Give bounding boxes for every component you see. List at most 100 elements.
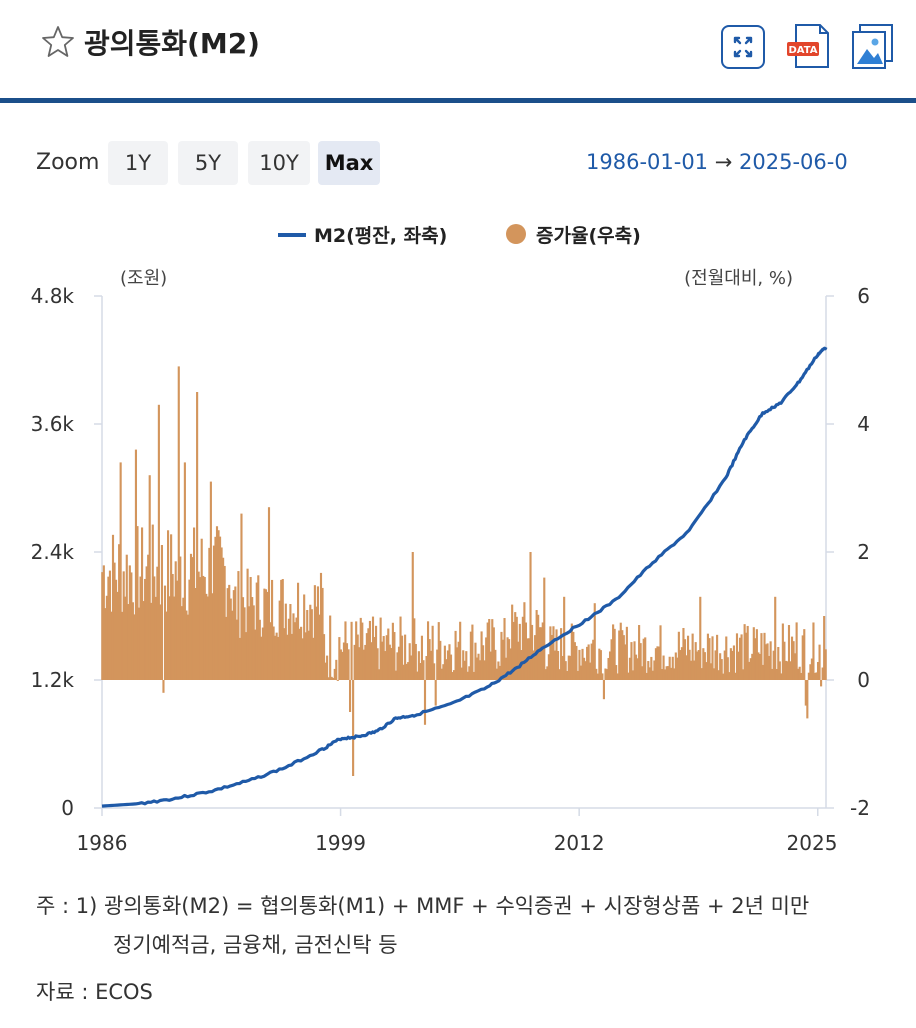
growth-bar: [234, 586, 237, 680]
range-end[interactable]: 2025-06-0: [739, 150, 848, 174]
growth-bar: [708, 638, 711, 680]
growth-bar: [105, 595, 108, 680]
growth-bar: [700, 668, 703, 680]
growth-bar: [523, 602, 526, 680]
right-tick-label: 2: [857, 540, 870, 564]
growth-bar: [737, 651, 740, 680]
growth-bar: [543, 577, 546, 680]
growth-bar: [745, 632, 748, 680]
growth-bar: [322, 634, 326, 680]
growth-bar: [560, 628, 563, 680]
growth-bar: [270, 579, 274, 680]
footnote-text-2: 정기예적금, 금융채, 금전신탁 등: [113, 933, 398, 957]
zoom-max-button[interactable]: Max: [318, 141, 380, 185]
growth-bar: [742, 669, 745, 680]
growth-bar: [546, 666, 549, 680]
growth-bar: [686, 635, 690, 680]
growth-bar: [206, 596, 209, 680]
growth-bar: [306, 610, 309, 680]
growth-bar: [300, 626, 303, 680]
growth-bar: [179, 556, 182, 680]
growth-bar: [451, 672, 454, 680]
growth-bar: [188, 579, 191, 680]
growth-bar: [725, 636, 728, 680]
growth-bar: [244, 632, 248, 680]
growth-bar: [781, 623, 784, 680]
growth-bar: [711, 636, 714, 680]
data-download-icon[interactable]: DATA: [784, 22, 830, 70]
growth-bar: [534, 635, 537, 680]
m2-line: [101, 346, 828, 808]
growth-bar: [442, 664, 445, 680]
growth-bar: [601, 673, 604, 680]
growth-bar: [558, 669, 561, 680]
growth-bar: [593, 603, 596, 680]
growth-bar: [813, 672, 817, 680]
growth-bar: [390, 648, 393, 680]
growth-bar: [173, 596, 176, 680]
growth-bar: [422, 660, 425, 680]
growth-bar: [823, 616, 826, 680]
growth-bar: [407, 662, 410, 680]
growth-bar: [344, 621, 347, 680]
left-tick-label: 3.6k: [31, 412, 75, 436]
growth-bar: [515, 616, 518, 680]
left-tick-label: 0: [61, 796, 74, 820]
legend-m2[interactable]: M2(평잔, 좌축): [314, 225, 447, 247]
growth-bar: [449, 654, 453, 680]
growth-bar: [489, 651, 492, 680]
growth-bar: [480, 631, 483, 680]
growth-bar: [396, 652, 399, 680]
image-download-icon[interactable]: [850, 22, 896, 70]
growth-bar: [612, 624, 615, 680]
growth-bar: [673, 668, 676, 680]
growth-bar: [616, 673, 619, 680]
growth-bar: [775, 668, 778, 680]
growth-bar: [683, 639, 687, 680]
zoom-5y-button[interactable]: 5Y: [178, 141, 238, 185]
growth-bar: [373, 637, 376, 680]
growth-bar: [186, 614, 190, 680]
growth-bar: [358, 647, 361, 680]
growth-bar: [777, 646, 780, 680]
growth-bar: [660, 669, 664, 680]
growth-bar: [508, 639, 511, 680]
growth-bar: [118, 544, 121, 680]
growth-bar: [205, 593, 208, 680]
growth-bar: [177, 366, 180, 680]
growth-bar: [503, 618, 506, 680]
star-icon[interactable]: [40, 24, 76, 60]
growth-bar: [582, 657, 586, 680]
growth-bar: [618, 630, 621, 680]
growth-bar: [491, 619, 494, 680]
growth-bar: [709, 663, 713, 680]
growth-bar: [355, 621, 358, 680]
growth-bar: [277, 636, 280, 680]
growth-bar: [703, 652, 706, 680]
growth-bar: [182, 597, 185, 680]
zoom-1y-button[interactable]: 1Y: [108, 141, 168, 185]
legend-growth[interactable]: 증가율(우축): [536, 225, 641, 247]
zoom-10y-button[interactable]: 10Y: [248, 141, 310, 185]
growth-bar: [599, 650, 602, 680]
growth-bar: [289, 604, 292, 680]
growth-bar: [194, 588, 197, 680]
growth-bar: [488, 618, 491, 680]
fullscreen-icon[interactable]: [720, 22, 766, 70]
growth-bar: [370, 642, 373, 680]
growth-bar: [411, 552, 414, 680]
growth-bar: [610, 639, 613, 680]
growth-bar: [466, 671, 469, 680]
growth-bar: [110, 611, 113, 680]
growth-bar: [183, 462, 186, 680]
growth-bar: [252, 605, 255, 680]
growth-bar: [524, 622, 527, 680]
growth-bar: [104, 608, 107, 680]
chart-legend: M2(평잔, 좌축) 증가율(우축): [278, 224, 641, 247]
growth-bar: [717, 670, 720, 680]
growth-bar: [166, 530, 170, 680]
header-divider: [0, 98, 916, 103]
growth-bar: [627, 672, 630, 680]
range-start[interactable]: 1986-01-01: [586, 150, 709, 174]
growth-bar: [281, 579, 284, 680]
